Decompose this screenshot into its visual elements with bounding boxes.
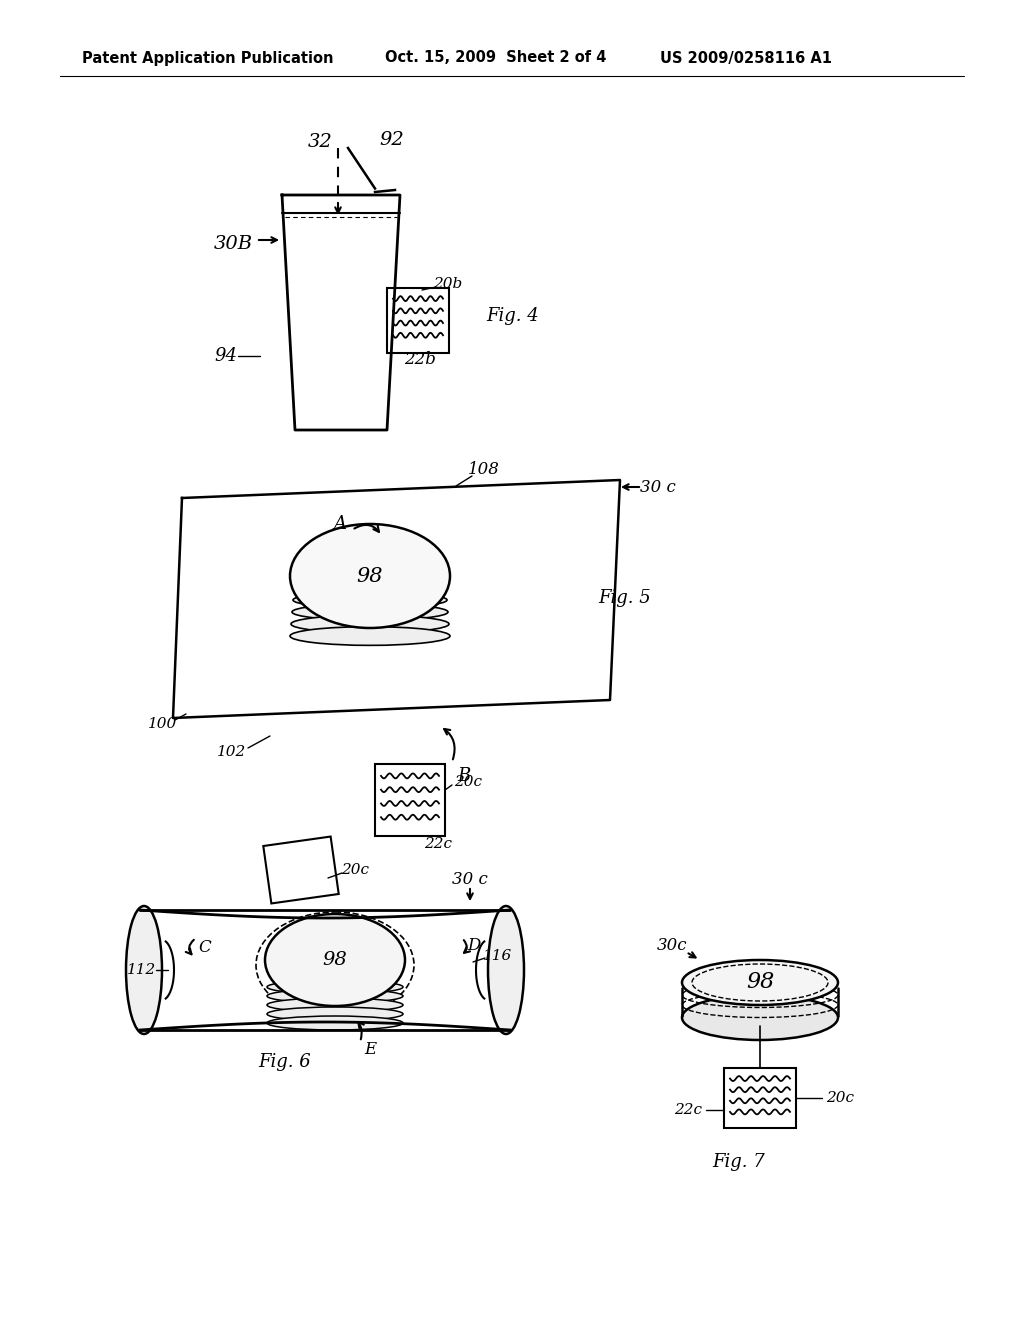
Ellipse shape <box>126 906 162 1034</box>
Text: 98: 98 <box>745 972 774 994</box>
Text: Fig. 7: Fig. 7 <box>712 1152 765 1171</box>
Text: 22b: 22b <box>404 351 436 368</box>
Text: 30 c: 30 c <box>453 871 487 888</box>
Ellipse shape <box>294 579 446 597</box>
Text: 20b: 20b <box>433 277 463 290</box>
Text: Fig. 6: Fig. 6 <box>258 1053 310 1071</box>
Bar <box>375 764 445 836</box>
Ellipse shape <box>488 906 524 1034</box>
Ellipse shape <box>265 913 406 1006</box>
Text: 108: 108 <box>468 462 500 479</box>
Text: 20c: 20c <box>454 775 482 789</box>
Text: 20c: 20c <box>826 1092 854 1105</box>
Ellipse shape <box>267 979 403 994</box>
Text: A: A <box>334 515 346 533</box>
Text: US 2009/0258116 A1: US 2009/0258116 A1 <box>660 50 831 66</box>
Text: 100: 100 <box>148 717 177 731</box>
Text: 20c: 20c <box>341 863 369 876</box>
Text: Fig. 5: Fig. 5 <box>598 589 650 607</box>
Ellipse shape <box>267 989 403 1003</box>
Text: 32: 32 <box>307 133 333 150</box>
Text: 92: 92 <box>380 131 404 149</box>
Text: C: C <box>199 940 211 957</box>
Text: 94: 94 <box>214 347 238 366</box>
Ellipse shape <box>293 591 447 609</box>
Text: 30 c: 30 c <box>640 479 676 495</box>
Ellipse shape <box>290 627 450 645</box>
Bar <box>387 288 449 352</box>
Text: Oct. 15, 2009  Sheet 2 of 4: Oct. 15, 2009 Sheet 2 of 4 <box>385 50 606 66</box>
Ellipse shape <box>682 960 838 1005</box>
Ellipse shape <box>267 998 403 1012</box>
Ellipse shape <box>291 615 449 632</box>
Bar <box>263 837 339 903</box>
Text: 30B: 30B <box>213 235 253 253</box>
Ellipse shape <box>682 995 838 1040</box>
Text: 112: 112 <box>127 964 157 977</box>
Text: D: D <box>467 937 480 954</box>
Text: 98: 98 <box>323 950 347 969</box>
Ellipse shape <box>292 603 449 620</box>
Text: E: E <box>364 1041 376 1059</box>
Ellipse shape <box>267 1007 403 1020</box>
Text: 98: 98 <box>356 566 383 586</box>
Bar <box>724 1068 796 1129</box>
Text: 102: 102 <box>217 744 247 759</box>
Text: 116: 116 <box>483 949 513 964</box>
Text: B: B <box>458 767 471 785</box>
Text: Patent Application Publication: Patent Application Publication <box>82 50 334 66</box>
Ellipse shape <box>295 568 445 583</box>
Ellipse shape <box>290 524 450 628</box>
Ellipse shape <box>267 1016 403 1030</box>
Text: 30c: 30c <box>656 937 687 954</box>
Text: 22c: 22c <box>674 1104 702 1117</box>
Text: 22c: 22c <box>424 837 452 851</box>
Text: Fig. 4: Fig. 4 <box>486 308 539 325</box>
